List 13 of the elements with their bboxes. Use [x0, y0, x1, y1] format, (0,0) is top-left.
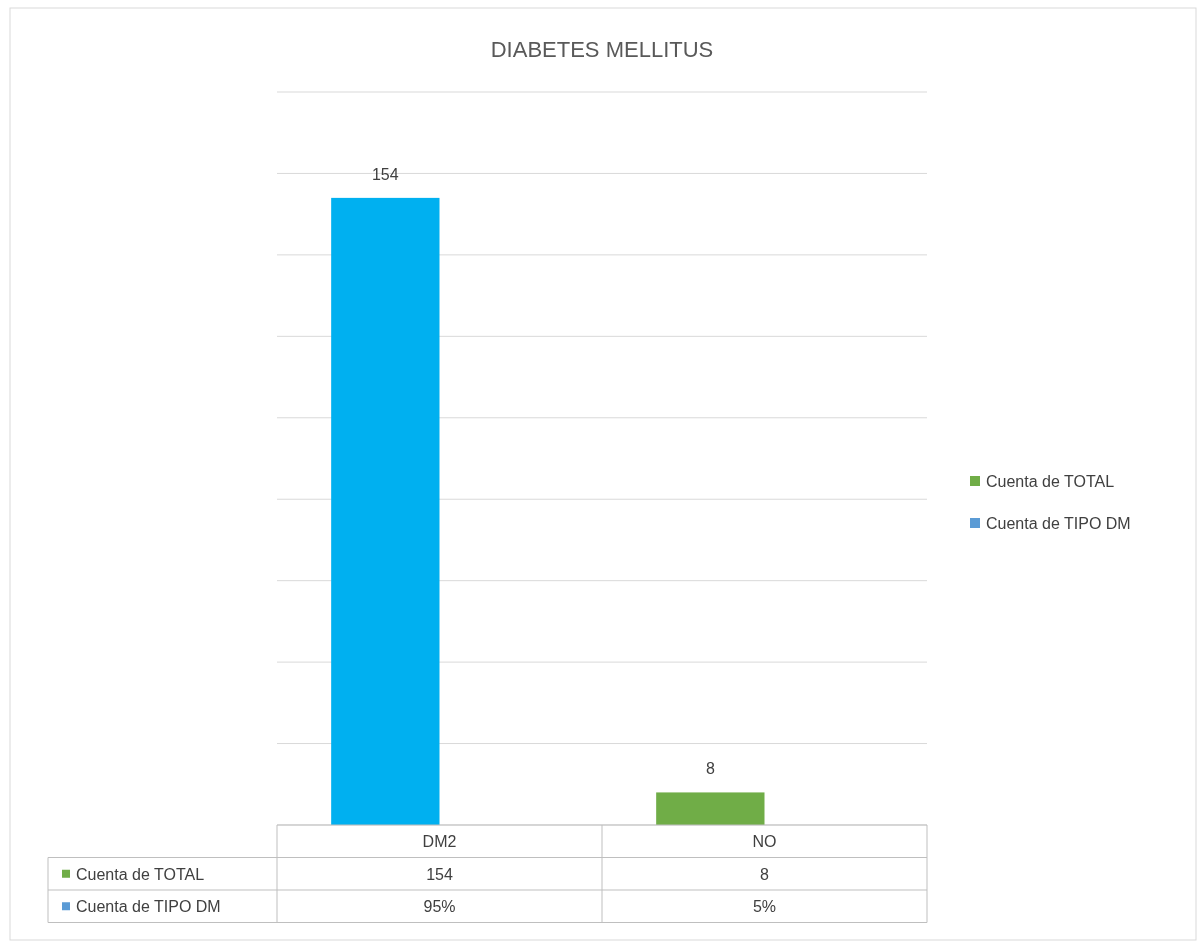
x-tick-label: DM2	[422, 833, 457, 851]
table-row-key: Cuenta de TOTAL	[62, 865, 205, 883]
table-row-key: Cuenta de TIPO DM	[62, 898, 221, 916]
data-label: 8	[760, 865, 770, 883]
data-label: 154	[426, 865, 453, 883]
text: 154	[371, 165, 399, 183]
chart-title: DIABETES MELLITUS	[490, 37, 714, 62]
text: 5%	[752, 898, 777, 916]
text: 8	[705, 760, 715, 778]
legend-label: Cuenta de TIPO DM	[986, 515, 1131, 532]
text: Cuenta de TOTAL	[986, 473, 1115, 490]
text: 95%	[423, 898, 456, 916]
x-tick-label: NO	[752, 833, 777, 851]
